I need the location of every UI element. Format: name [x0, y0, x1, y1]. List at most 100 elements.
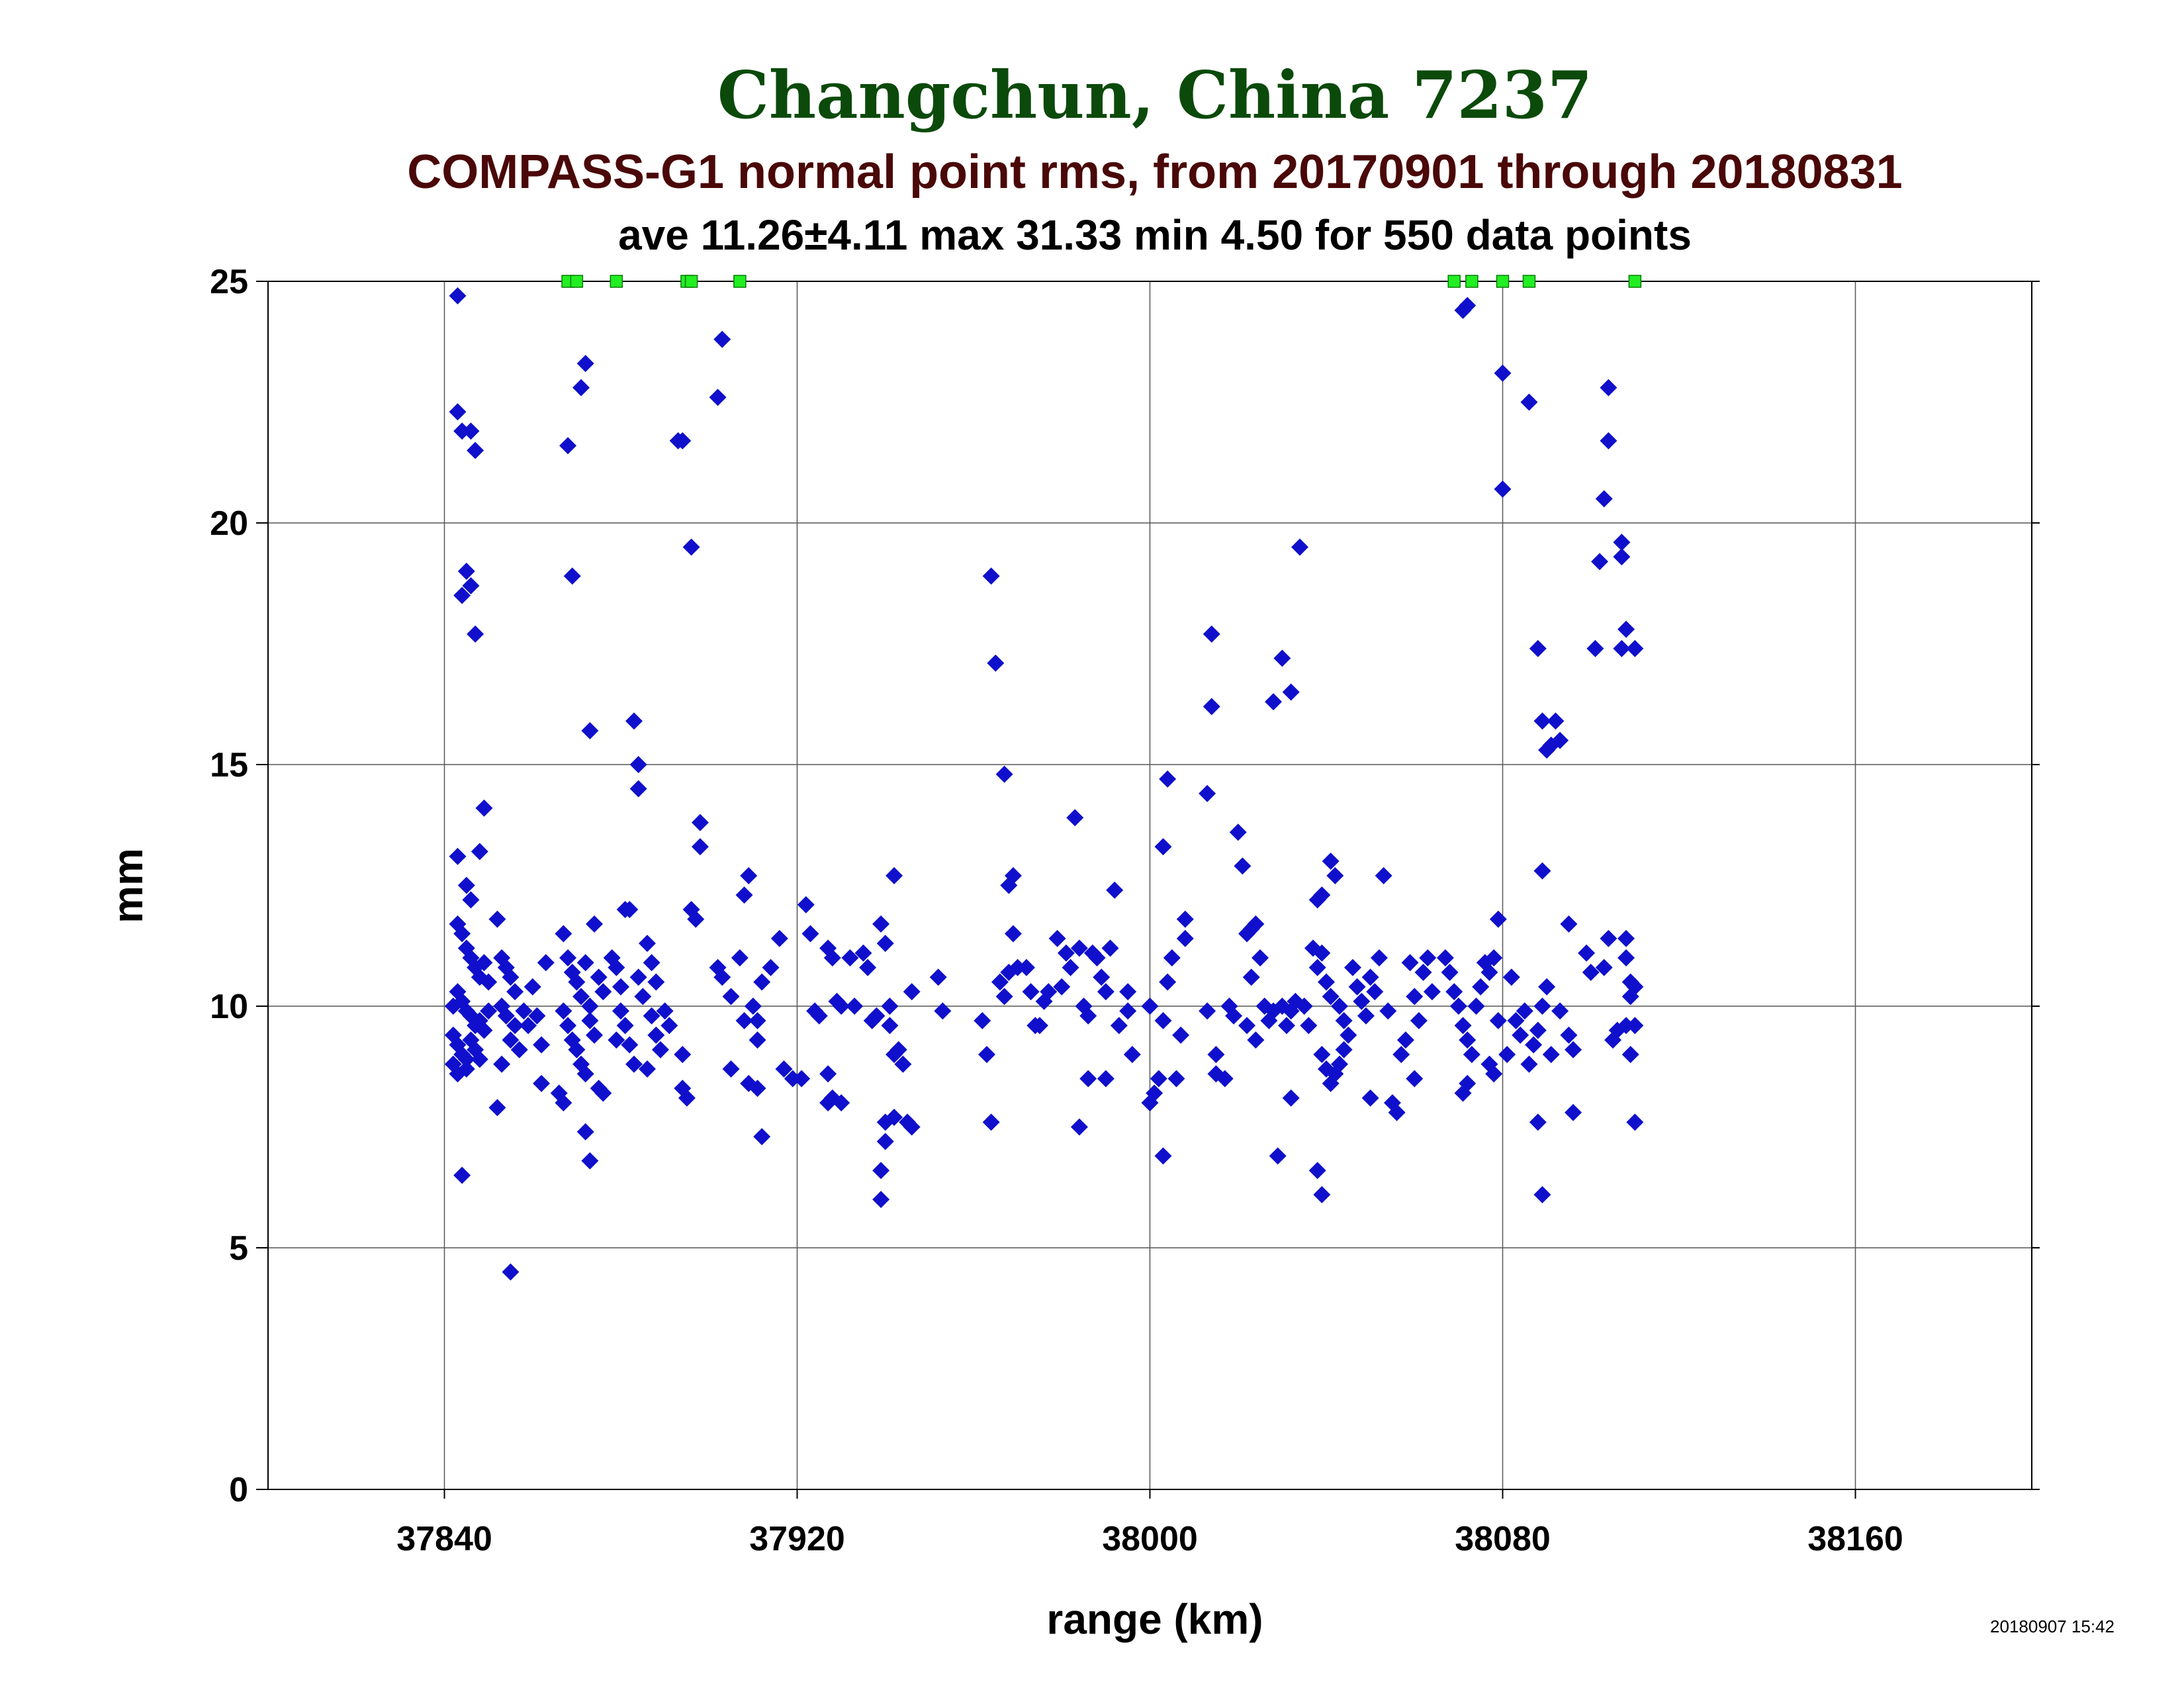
data-point	[488, 1099, 506, 1117]
data-point	[762, 959, 780, 976]
data-point	[467, 625, 484, 643]
data-point	[1313, 1046, 1331, 1063]
data-point	[991, 973, 1009, 991]
data-point	[881, 1017, 899, 1035]
data-point	[1621, 1046, 1639, 1063]
data-point	[1489, 910, 1507, 928]
data-point	[1040, 983, 1058, 1001]
data-point	[1278, 1017, 1296, 1035]
data-point	[982, 567, 1000, 585]
data-point	[797, 896, 815, 914]
data-point	[576, 355, 594, 373]
data-point	[854, 944, 872, 962]
data-point	[608, 959, 625, 976]
data-point	[819, 1065, 837, 1083]
data-point	[1560, 915, 1578, 933]
data-point	[475, 1021, 493, 1039]
data-point	[1626, 1113, 1644, 1131]
data-point	[457, 1051, 475, 1068]
data-point	[1520, 393, 1538, 411]
data-point	[833, 998, 850, 1015]
data-point	[889, 1041, 907, 1058]
data-point	[1203, 698, 1220, 716]
data-point	[1520, 1055, 1538, 1073]
data-point	[1512, 1026, 1529, 1044]
data-point	[1582, 963, 1600, 981]
data-point	[1326, 867, 1344, 884]
data-point	[533, 1074, 551, 1092]
data-point	[1066, 809, 1084, 827]
data-point	[1613, 639, 1631, 657]
data-point	[1379, 1002, 1397, 1020]
data-point	[502, 1263, 520, 1281]
data-point	[995, 988, 1013, 1006]
data-point	[1330, 998, 1348, 1015]
data-point	[555, 925, 572, 943]
data-point	[555, 1094, 572, 1111]
data-point	[1591, 553, 1609, 571]
data-point	[453, 925, 471, 943]
data-point	[1617, 620, 1635, 638]
data-point	[475, 954, 493, 972]
data-point	[621, 1036, 639, 1054]
data-point	[1053, 978, 1071, 996]
data-point	[533, 1036, 551, 1054]
data-point	[1225, 1007, 1243, 1025]
data-point	[846, 998, 864, 1015]
data-point	[1494, 364, 1512, 382]
data-point	[651, 1041, 669, 1058]
data-point	[1070, 939, 1088, 957]
data-point	[881, 998, 899, 1015]
clipped-point-marker	[684, 275, 698, 288]
data-point	[1565, 1041, 1582, 1058]
data-point	[749, 1031, 766, 1049]
data-point	[1551, 731, 1569, 749]
data-point	[810, 1007, 828, 1025]
data-point	[616, 1017, 634, 1035]
data-point	[1313, 886, 1331, 904]
data-point	[1079, 1070, 1097, 1088]
data-point	[608, 1031, 625, 1049]
y-tick-label: 25	[210, 263, 248, 301]
data-point	[995, 765, 1013, 783]
data-point	[987, 654, 1005, 672]
data-point	[1480, 963, 1498, 981]
data-point	[457, 876, 475, 894]
data-point	[1626, 639, 1644, 657]
data-point	[471, 1051, 488, 1068]
data-point	[1494, 480, 1512, 498]
data-point	[1308, 959, 1326, 976]
data-point	[678, 1089, 696, 1107]
data-point	[1247, 1031, 1265, 1049]
data-point	[886, 1108, 903, 1126]
data-point	[625, 712, 643, 730]
data-point	[1176, 929, 1194, 947]
data-point	[506, 983, 524, 1001]
data-point	[1454, 1084, 1472, 1102]
data-point	[1419, 949, 1437, 966]
data-point	[859, 959, 877, 976]
data-point	[872, 1162, 890, 1180]
data-point	[1088, 949, 1106, 966]
data-point	[590, 968, 608, 986]
data-point	[506, 1017, 524, 1035]
data-point	[1626, 978, 1644, 996]
data-point	[691, 838, 709, 856]
data-point	[1441, 963, 1459, 981]
data-point	[1613, 548, 1631, 566]
data-point	[1318, 973, 1335, 991]
data-point	[1022, 983, 1040, 1001]
data-point	[1370, 949, 1388, 966]
data-point	[1423, 983, 1441, 1001]
data-point	[586, 1026, 604, 1044]
data-point	[1538, 978, 1556, 996]
data-point	[1542, 1046, 1560, 1063]
data-point	[1146, 1084, 1163, 1102]
data-point	[576, 1065, 594, 1083]
data-point	[1335, 1041, 1353, 1058]
data-point	[537, 954, 555, 972]
data-point	[1401, 954, 1419, 972]
data-point	[528, 1007, 546, 1025]
data-point	[555, 1002, 572, 1020]
